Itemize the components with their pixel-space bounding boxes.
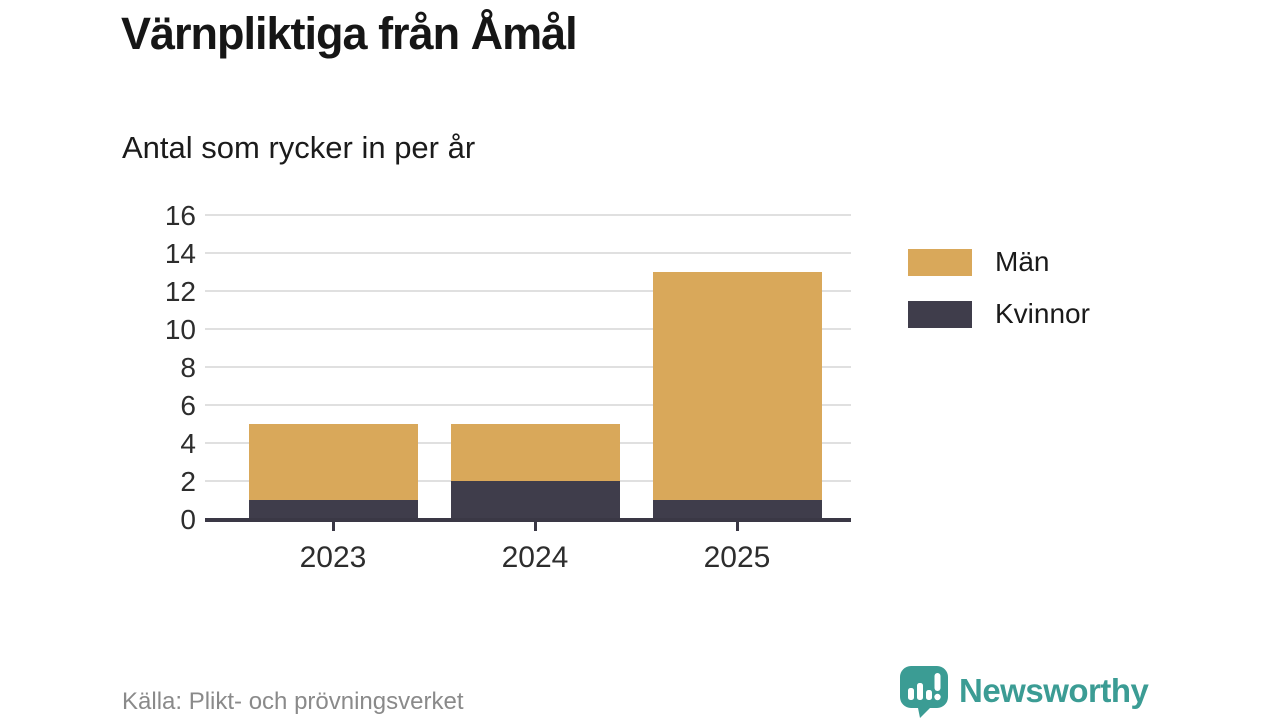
bar-2025-kvinnor: [652, 500, 822, 519]
y-axis-tick-label: 4: [180, 428, 196, 459]
legend-item-kvinnor: Kvinnor: [908, 298, 1090, 330]
source-text: Källa: Plikt- och prövningsverket: [122, 688, 464, 715]
legend-swatch-kvinnor: [908, 300, 972, 328]
y-axis-tick-label: 6: [180, 390, 196, 421]
y-axis-tick-label: 12: [164, 276, 196, 307]
legend-swatch-män: [908, 248, 972, 276]
bar-2024-män: [450, 424, 620, 481]
legend-label: Kvinnor: [995, 298, 1090, 329]
y-axis-tick-label: 10: [164, 314, 196, 345]
gridline-8: [205, 366, 851, 368]
bar-2025-män: [652, 272, 822, 500]
legend-item-män: Män: [908, 246, 1090, 278]
x-axis-line: [205, 518, 851, 522]
newsworthy-logo: Newsworthy: [898, 664, 1149, 718]
x-axis-tick-2025: [736, 522, 739, 531]
x-axis-label-2025: 2025: [703, 541, 771, 574]
chart-subtitle: Antal som rycker in per år: [122, 130, 476, 165]
gridline-10: [205, 328, 851, 330]
gridline-16: [205, 214, 851, 216]
gridline-12: [205, 290, 851, 292]
bar-2024-kvinnor: [450, 481, 620, 519]
chart-title: Värnpliktiga från Åmål: [121, 8, 578, 59]
plot-area: [205, 214, 851, 519]
gridline-14: [205, 252, 851, 254]
y-axis-tick-label: 0: [180, 504, 196, 535]
x-axis-label-2023: 2023: [299, 541, 367, 574]
x-axis-tick-2023: [332, 522, 335, 531]
y-axis-tick-label: 8: [180, 352, 196, 383]
gridline-6: [205, 404, 851, 406]
newsworthy-icon: [900, 666, 948, 718]
bar-2023-män: [248, 424, 418, 500]
newsworthy-wordmark: Newsworthy: [959, 672, 1149, 709]
bar-2023-kvinnor: [248, 500, 418, 519]
x-axis-label-2024: 2024: [501, 541, 569, 574]
legend: Män Kvinnor: [908, 246, 1090, 350]
x-axis-tick-2024: [534, 522, 537, 531]
y-axis-tick-label: 2: [180, 466, 196, 497]
y-axis-tick-label: 16: [164, 200, 196, 231]
y-axis-tick-label: 14: [164, 238, 196, 269]
legend-label: Män: [995, 246, 1050, 277]
